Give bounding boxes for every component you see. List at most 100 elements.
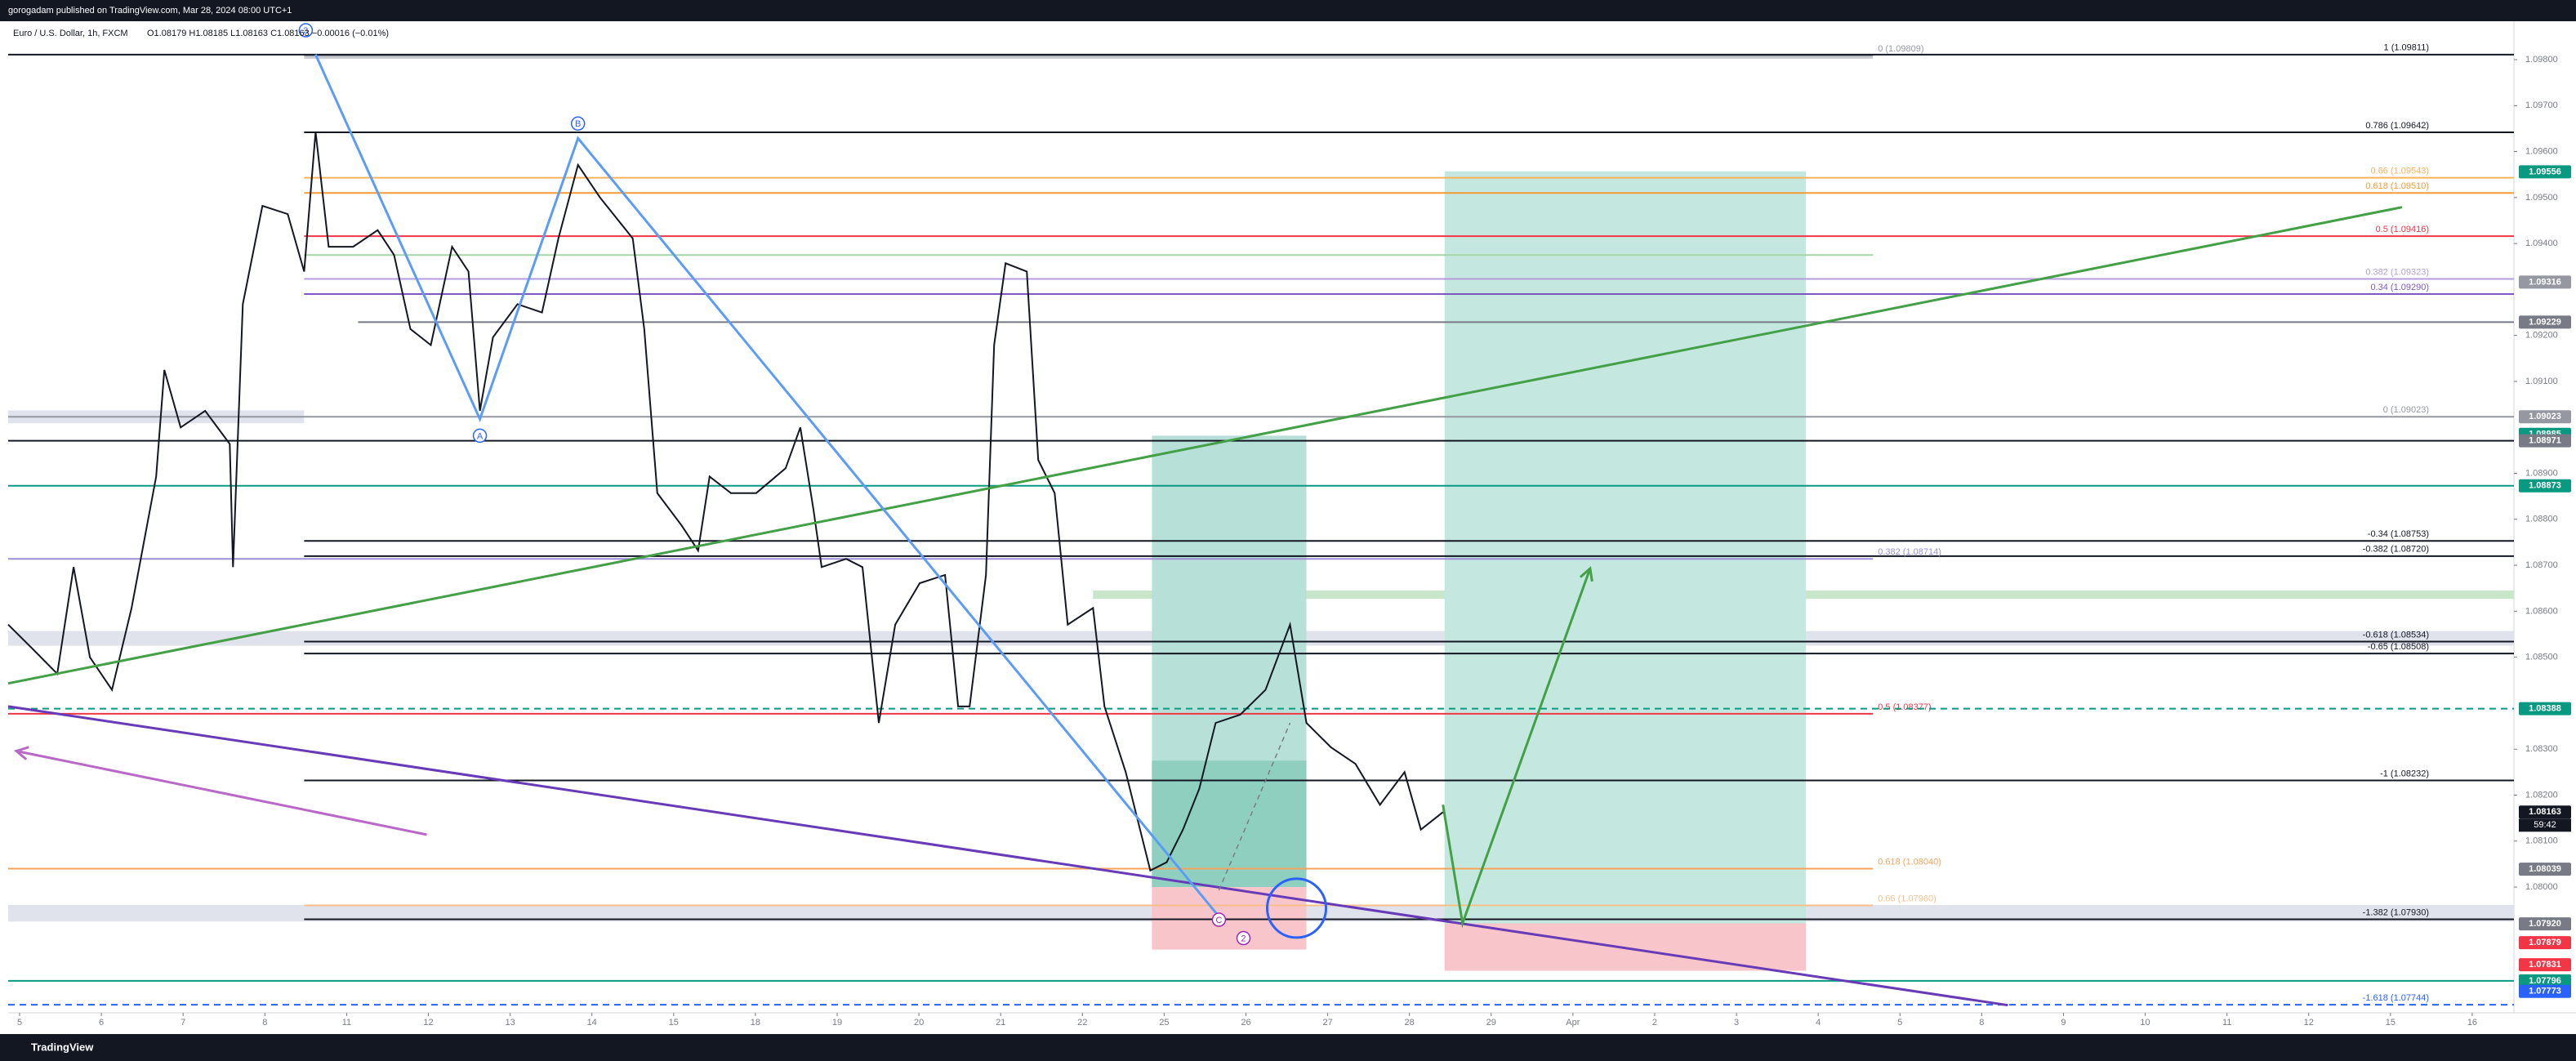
y-tick-label: 1.09800 (2525, 55, 2558, 65)
price-tag-label: 1.09316 (2529, 277, 2561, 287)
x-tick-label: 10 (2140, 1018, 2150, 1028)
trend-line (7, 206, 2403, 685)
wave-label: B (575, 119, 581, 129)
price-tag (2519, 315, 2571, 329)
bottom-bar (0, 1034, 2576, 1061)
y-tick-label: 1.08600 (2525, 606, 2558, 616)
y-tick-label: 1.08500 (2525, 653, 2558, 662)
price-tag (2519, 434, 2571, 448)
x-tick-label: 25 (1159, 1018, 1169, 1028)
wave-marker (570, 116, 586, 132)
x-tick-label: 28 (1405, 1018, 1415, 1028)
price-tag (2519, 917, 2571, 931)
wave-marker (298, 23, 314, 38)
wave-label: 2 (1241, 934, 1246, 943)
legend-symbol: Euro / U.S. Dollar, 1h, FXCM (13, 29, 128, 38)
y-tick-label: 1.08700 (2525, 560, 2558, 570)
y-tick-label: 1.08800 (2525, 515, 2558, 524)
zone (304, 54, 1874, 59)
x-tick-label: 7 (180, 1018, 185, 1028)
level-label: 0.382 (1.08714) (1878, 547, 1941, 557)
level-label: 0.618 (1.08040) (1878, 857, 1941, 867)
level-label: -0.65 (1.08508) (2368, 642, 2429, 652)
x-tick-label: 15 (2386, 1018, 2396, 1028)
level-label: 0.34 (1.09290) (2370, 283, 2429, 292)
price-tag (2519, 974, 2571, 987)
x-tick-label: Apr (1566, 1018, 1580, 1028)
y-tick-label: 1.08000 (2525, 882, 2558, 892)
level-label: 0.382 (1.09323) (2365, 267, 2429, 277)
x-tick-label: 12 (423, 1018, 433, 1028)
x-tick-label: 3 (1734, 1018, 1739, 1028)
x-tick-label: 16 (2467, 1018, 2477, 1028)
level-label: -0.382 (1.08720) (2363, 545, 2429, 555)
price-tag (2519, 479, 2571, 493)
y-tick-label: 1.08100 (2525, 836, 2558, 846)
y-tick-label: 1.08300 (2525, 744, 2558, 754)
price-tag-label: 1.08873 (2529, 481, 2561, 491)
x-tick-label: 2 (1652, 1018, 1657, 1028)
y-tick-label: 1.08900 (2525, 468, 2558, 478)
y-tick-label: 1.08200 (2525, 790, 2558, 800)
x-tick-label: 5 (1897, 1018, 1902, 1028)
level-label: 1 (1.09811) (2384, 43, 2429, 53)
price-tag (2519, 410, 2571, 424)
level-label: -1.618 (1.07744) (2363, 993, 2429, 1003)
y-tick-label: 1.09600 (2525, 146, 2558, 156)
x-tick-label: 9 (2061, 1018, 2066, 1028)
x-tick-label: 11 (2222, 1018, 2231, 1028)
x-tick-label: 27 (1322, 1018, 1332, 1028)
arrow-head (1579, 566, 1593, 582)
x-tick-label: 11 (342, 1018, 351, 1028)
level-label: -0.618 (1.08534) (2363, 630, 2429, 640)
price-tag-label: 1.08971 (2529, 435, 2561, 445)
legend-ohlc: O1.08179 H1.08185 L1.08163 C1.08163 −0.0… (147, 29, 389, 38)
x-tick-label: 15 (669, 1018, 679, 1028)
x-tick-label: 22 (1077, 1018, 1087, 1028)
y-tick-label: 1.09100 (2525, 377, 2558, 386)
level-label: 0 (1.09809) (1878, 44, 1923, 54)
x-tick-label: 18 (751, 1018, 760, 1028)
price-tag-label: 1.08039 (2529, 864, 2561, 874)
price-tag-label: 1.09023 (2529, 412, 2561, 421)
y-tick-label: 1.09400 (2525, 239, 2558, 248)
price-tag (2519, 984, 2571, 998)
trend-line (16, 750, 427, 836)
x-tick-label: 13 (505, 1018, 515, 1028)
wave-label: A (477, 431, 484, 441)
price-tag-label: 1.07920 (2529, 919, 2561, 929)
x-tick-label: 8 (1979, 1018, 1984, 1028)
trend-line (1442, 568, 1592, 929)
wave-label: C (1215, 916, 1222, 925)
x-tick-label: 5 (17, 1018, 22, 1028)
level-label: 0.5 (1.09416) (2376, 225, 2429, 234)
price-tag (2519, 805, 2571, 819)
price-tag-label: 1.08163 (2529, 807, 2561, 817)
price-tag (2519, 702, 2571, 716)
countdown: 59:42 (2534, 820, 2556, 830)
y-tick-label: 1.09500 (2525, 193, 2558, 203)
y-tick-label: 1.09700 (2525, 100, 2558, 110)
price-tag-label: 1.07796 (2529, 976, 2561, 986)
price-tag (2519, 165, 2571, 179)
trend-line (314, 54, 1220, 918)
zone (1444, 171, 1807, 924)
price-tag (2519, 275, 2571, 289)
wave-marker (472, 428, 488, 444)
x-tick-label: 26 (1241, 1018, 1250, 1028)
countdown-bg (2519, 818, 2571, 832)
x-tick-label: 6 (99, 1018, 104, 1028)
price-tag-label: 1.08388 (2529, 704, 2561, 714)
level-label: -1 (1.08232) (2380, 769, 2429, 778)
level-label: 0.618 (1.09510) (2365, 181, 2429, 191)
x-tick-label: 14 (587, 1018, 597, 1028)
circle-drawing (1266, 877, 1328, 939)
top-bar (0, 0, 2576, 21)
x-tick-label: 4 (1816, 1018, 1821, 1028)
level-label: 0.786 (1.09642) (2365, 121, 2429, 131)
x-tick-label: 29 (1486, 1018, 1496, 1028)
level-label: -0.34 (1.08753) (2368, 529, 2429, 539)
brand: TradingView (31, 1041, 94, 1053)
